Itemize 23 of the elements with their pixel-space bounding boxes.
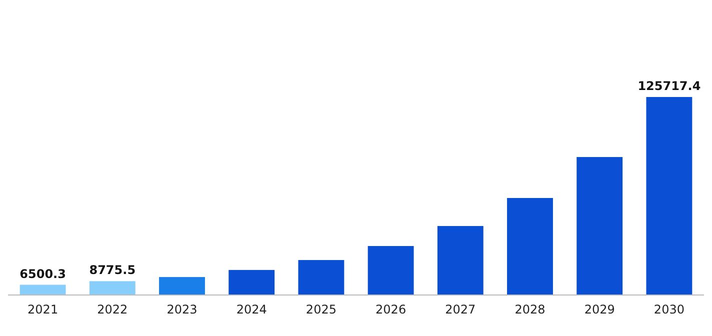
x-tick-label: 2029 <box>584 302 615 317</box>
x-tick-label: 2030 <box>654 302 684 317</box>
x-tick-label: 2026 <box>376 302 406 317</box>
bar <box>437 226 484 295</box>
x-tick-label: 2023 <box>166 302 198 317</box>
data-label: 6500.3 <box>20 266 66 281</box>
bar <box>576 157 623 295</box>
data-label: 8775.5 <box>89 263 136 278</box>
bar <box>159 277 205 295</box>
bar <box>228 270 275 295</box>
x-tick-label: 2028 <box>514 302 546 317</box>
bar <box>507 198 553 295</box>
bar <box>646 97 692 295</box>
bar <box>89 281 136 295</box>
x-tick-label: 2025 <box>306 302 336 317</box>
bar <box>298 260 344 295</box>
x-tick-label: 2022 <box>97 302 128 317</box>
x-tick-label: 2021 <box>28 302 58 317</box>
bar <box>20 284 66 295</box>
bar <box>368 246 414 295</box>
data-label: 125717.4 <box>638 79 701 93</box>
x-tick-label: 2027 <box>445 302 476 317</box>
x-tick-label: 2024 <box>236 302 267 317</box>
